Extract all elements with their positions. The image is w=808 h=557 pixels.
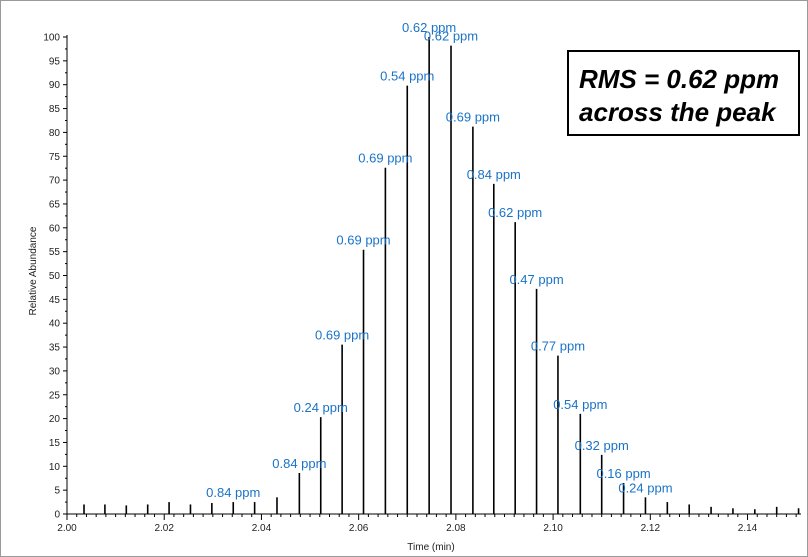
y-tick-label: 60	[49, 223, 61, 234]
x-axis-title: Time (min)	[407, 542, 454, 553]
x-tick-label: 2.08	[446, 523, 466, 534]
x-tick-label: 2.12	[641, 523, 661, 534]
x-tick-label: 2.04	[252, 523, 272, 534]
ppm-label: 0.62 ppm	[488, 205, 542, 220]
ppm-label: 0.84 ppm	[272, 456, 326, 471]
y-axis: 0 5 10 15 20 25 30 35 40 45 50 55 60 65 70 75 80 85 90 95 10…	[43, 33, 68, 521]
rms-callout-line1: RMS = 0.62 ppm	[579, 64, 779, 94]
ppm-label: 0.69 ppm	[315, 328, 369, 343]
ppm-label: 0.69 ppm	[446, 110, 500, 125]
ppm-label: 0.16 ppm	[596, 466, 650, 481]
ppm-label: 0.54 ppm	[380, 69, 434, 84]
ppm-label: 0.24 ppm	[294, 400, 348, 415]
ppm-label: 0.77 ppm	[531, 339, 585, 354]
y-tick-label: 35	[49, 343, 61, 354]
x-tick-label: 2.14	[738, 523, 758, 534]
y-tick-label: 55	[49, 247, 61, 258]
rms-callout-box	[567, 50, 800, 136]
ppm-label: 0.24 ppm	[618, 480, 672, 495]
x-tick-label: 2.06	[349, 523, 369, 534]
y-tick-label: 100	[43, 33, 60, 44]
y-tick-label: 25	[49, 390, 61, 401]
y-tick-label: 90	[49, 80, 61, 91]
y-tick-label: 65	[49, 199, 61, 210]
y-tick-label: 70	[49, 176, 61, 187]
y-tick-label: 75	[49, 152, 61, 163]
x-tick-label: 2.02	[154, 523, 174, 534]
ppm-label: 0.69 ppm	[358, 151, 412, 166]
y-tick-label: 5	[54, 486, 60, 497]
ppm-label: 0.62 ppm	[424, 29, 478, 44]
x-axis: 2.00 2.02 2.04 2.06 2.08 2.10 2.12 2.14	[57, 513, 801, 534]
ppm-label: 0.54 ppm	[553, 397, 607, 412]
y-tick-label: 0	[54, 510, 60, 521]
y-axis-title: Relative Abundance	[28, 226, 39, 315]
y-tick-label: 40	[49, 319, 61, 330]
bars-group	[83, 37, 800, 514]
rms-callout: RMS = 0.62 ppm across the peak	[567, 50, 800, 136]
y-tick-label: 95	[49, 56, 61, 67]
ppm-label: 0.47 ppm	[509, 272, 563, 287]
ppm-labels-group: 0.84 ppm 0.84 ppm 0.24 ppm 0.69 ppm 0.69 ppm…	[206, 20, 672, 500]
x-tick-label: 2.00	[57, 523, 77, 534]
ppm-label: 0.84 ppm	[467, 167, 521, 182]
y-tick-label: 15	[49, 438, 61, 449]
ppm-label: 0.62 ppm	[402, 20, 456, 35]
ppm-label: 0.32 ppm	[575, 438, 629, 453]
y-tick-label: 80	[49, 128, 61, 139]
ppm-label: 0.84 ppm	[206, 485, 260, 500]
y-tick-label: 50	[49, 271, 61, 282]
y-tick-label: 30	[49, 366, 61, 377]
x-tick-label: 2.10	[543, 523, 563, 534]
y-tick-label: 85	[49, 104, 61, 115]
y-tick-label: 10	[49, 462, 61, 473]
rms-callout-line2: across the peak	[579, 97, 777, 127]
y-tick-label: 45	[49, 295, 61, 306]
ppm-label: 0.69 ppm	[336, 233, 390, 248]
y-tick-label: 20	[49, 414, 61, 425]
